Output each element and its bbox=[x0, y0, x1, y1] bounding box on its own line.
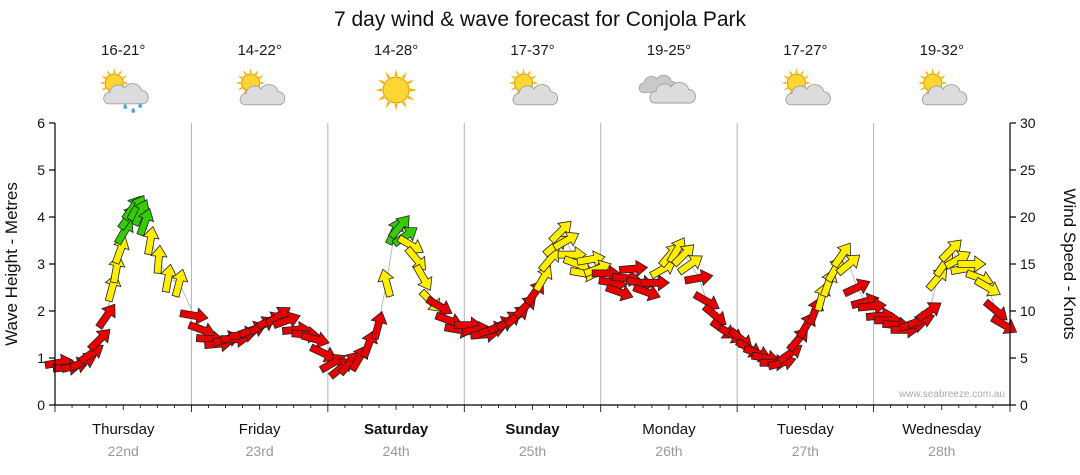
page-title: 7 day wind & wave forecast for Conjola P… bbox=[334, 8, 747, 31]
sun-cloud-rain-icon bbox=[99, 68, 149, 113]
wind-arrow bbox=[404, 245, 426, 271]
day-date-label: 27th bbox=[792, 443, 819, 459]
wind-arrow bbox=[171, 268, 189, 298]
cloud-shape bbox=[785, 84, 831, 106]
wind-arrow bbox=[377, 268, 395, 298]
left-tick-label: 6 bbox=[37, 115, 45, 131]
left-tick-label: 5 bbox=[37, 162, 45, 178]
day-column-thursday: 16-21° Thursday 22nd bbox=[92, 42, 155, 459]
wind-arrow bbox=[676, 255, 703, 276]
wind-arrow bbox=[150, 244, 168, 274]
wind-arrow bbox=[835, 254, 861, 277]
rain-drop bbox=[138, 103, 143, 108]
cloud-shape bbox=[649, 81, 696, 104]
day-date-label: 28th bbox=[928, 443, 955, 459]
left-tick-label: 0 bbox=[37, 397, 45, 413]
temperature-range: 17-37° bbox=[510, 42, 554, 59]
plot-area: 0 1 2 3 4 5 6 0 5 10 15 20 25 30 bbox=[37, 115, 1036, 413]
wind-arrow bbox=[957, 255, 987, 273]
sun-cloud-icon bbox=[781, 68, 831, 106]
day-column-tuesday: 17-27° Tuesday 27th bbox=[777, 42, 834, 459]
temperature-range: 14-22° bbox=[237, 42, 281, 59]
day-column-sunday: 17-37° Sunday 25th bbox=[505, 42, 560, 459]
wind-arrow bbox=[915, 302, 942, 323]
left-axis-title: Wave Height - Metres bbox=[2, 182, 21, 346]
right-tick-label: 15 bbox=[1020, 256, 1036, 272]
day-column-friday: 14-22° Friday 23rd bbox=[235, 42, 286, 459]
sun-cloud-icon bbox=[508, 68, 558, 106]
wind-arrow bbox=[412, 263, 433, 291]
day-name-label: Wednesday bbox=[902, 421, 981, 438]
day-date-label: 22nd bbox=[108, 443, 139, 459]
temperature-range: 19-32° bbox=[920, 42, 964, 59]
watermark: www.seabreeze.com.au bbox=[898, 389, 1005, 400]
day-headers: 16-21° Thursday 22nd 14-22° Friday 23rd 14-28°… bbox=[92, 42, 982, 459]
right-tick-label: 30 bbox=[1020, 115, 1036, 131]
temperature-range: 14-28° bbox=[374, 42, 418, 59]
left-tick-label: 1 bbox=[37, 350, 45, 366]
right-axis-title: Wind Speed - Knots bbox=[1060, 188, 1079, 339]
wind-arrow bbox=[842, 278, 871, 298]
rain-drop bbox=[123, 104, 128, 109]
day-name-label: Friday bbox=[239, 421, 281, 438]
day-name-label: Thursday bbox=[92, 421, 155, 438]
left-tick-label: 4 bbox=[37, 209, 45, 225]
day-date-label: 24th bbox=[382, 443, 409, 459]
wind-arrow bbox=[604, 283, 634, 302]
rain-drop bbox=[131, 108, 136, 113]
wind-arrow bbox=[370, 310, 388, 341]
wind-arrow bbox=[142, 226, 160, 256]
day-column-saturday: 14-28° Saturday 24th bbox=[364, 42, 429, 459]
sun-cloud-icon bbox=[235, 68, 286, 106]
axes bbox=[54, 123, 1011, 406]
right-tick-label: 0 bbox=[1020, 397, 1028, 413]
cloud-shape bbox=[512, 84, 558, 106]
wind-arrow bbox=[136, 207, 155, 237]
day-date-label: 25th bbox=[519, 443, 546, 459]
temperature-range: 17-27° bbox=[783, 42, 827, 59]
cloud-icon bbox=[638, 74, 696, 104]
day-column-wednesday: 19-32° Wednesday 28th bbox=[902, 42, 981, 459]
day-name-label: Tuesday bbox=[777, 421, 834, 438]
right-axis-ticks: 0 5 10 15 20 25 30 bbox=[1010, 115, 1036, 413]
left-axis-ticks: 0 1 2 3 4 5 6 bbox=[37, 115, 55, 413]
temperature-range: 19-25° bbox=[647, 42, 691, 59]
wind-arrow bbox=[309, 343, 338, 363]
sun-icon bbox=[375, 69, 418, 111]
wind-arrow bbox=[973, 276, 1001, 297]
sun-disc bbox=[382, 76, 410, 104]
cloud-shape bbox=[103, 83, 149, 105]
wind-arrow bbox=[552, 231, 580, 252]
left-tick-label: 2 bbox=[37, 303, 45, 319]
wind-arrow bbox=[618, 259, 649, 278]
day-name-label: Saturday bbox=[364, 421, 429, 438]
right-tick-label: 5 bbox=[1020, 350, 1028, 366]
right-tick-label: 10 bbox=[1020, 303, 1036, 319]
wind-arrow bbox=[532, 265, 553, 293]
right-tick-label: 25 bbox=[1020, 162, 1036, 178]
day-name-label: Monday bbox=[642, 421, 696, 438]
wind-arrow bbox=[111, 236, 130, 265]
day-date-label: 26th bbox=[655, 443, 682, 459]
right-tick-label: 20 bbox=[1020, 209, 1036, 225]
wind-arrow bbox=[684, 268, 714, 287]
day-column-monday: 19-25° Monday 26th bbox=[638, 42, 696, 459]
cloud-shape bbox=[921, 84, 968, 106]
sun-cloud-icon bbox=[917, 68, 968, 106]
bottom-axis-ticks bbox=[54, 405, 1011, 412]
wind-arrow bbox=[95, 303, 116, 330]
temperature-range: 16-21° bbox=[101, 42, 145, 59]
wind-arrows bbox=[44, 194, 1018, 380]
left-tick-label: 3 bbox=[37, 256, 45, 272]
cloud-shape bbox=[239, 84, 286, 106]
wind-arrow bbox=[272, 311, 301, 329]
day-name-label: Sunday bbox=[505, 421, 560, 438]
wind-arrow bbox=[87, 328, 111, 353]
day-date-label: 23rd bbox=[246, 443, 274, 459]
